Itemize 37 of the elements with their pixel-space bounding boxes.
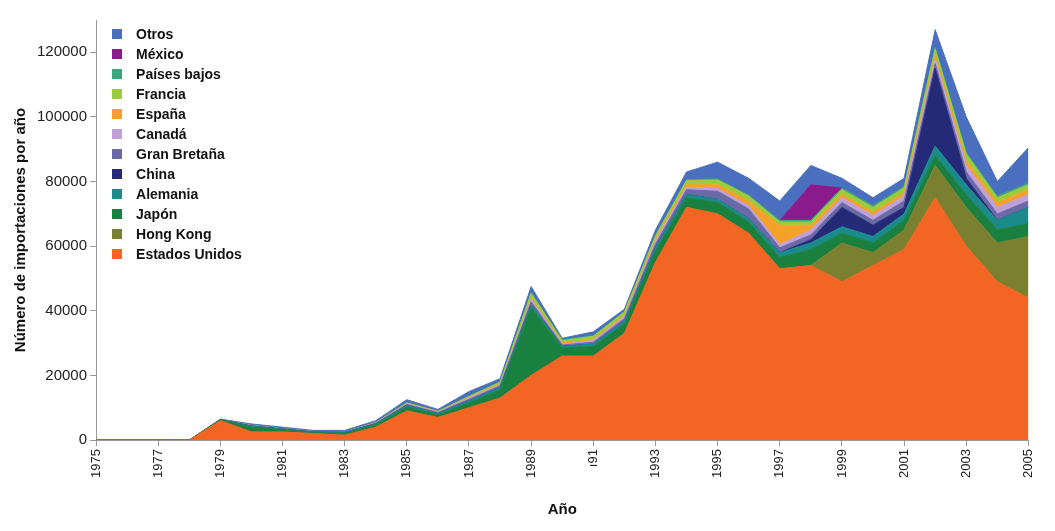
legend-label: Países bajos	[136, 65, 221, 84]
x-tick-label: 1999	[833, 449, 849, 478]
legend-label: España	[136, 105, 186, 124]
x-tick-label: 1975	[87, 449, 103, 478]
y-tick-label: 120000	[36, 42, 88, 60]
y-tick-label: 20000	[45, 365, 88, 383]
y-tick-label: 40000	[45, 300, 88, 318]
legend-label: China	[136, 165, 175, 184]
legend-label: Alemania	[136, 185, 199, 204]
x-tick-label: 1985	[398, 449, 414, 478]
y-tick-label: 60000	[45, 236, 88, 254]
x-tick-label: 1987	[460, 449, 476, 478]
x-tick-label: 1977	[149, 449, 165, 478]
legend-label: Hong Kong	[136, 225, 212, 244]
x-tick-label: 1993	[647, 449, 663, 478]
x-tick-label: 1983	[336, 449, 352, 478]
legend-label: Gran Bretaña	[136, 145, 225, 164]
x-tick-label: 1995	[709, 449, 725, 478]
x-tick-label: 1997	[771, 449, 787, 478]
x-tick-label: 1989	[522, 449, 538, 478]
x-tick-label: 2003	[957, 449, 973, 478]
x-tick-label: 2001	[895, 449, 911, 478]
y-tick-label: 100000	[36, 107, 88, 125]
legend-label: Francia	[136, 85, 186, 104]
x-tick-label: ı91	[584, 449, 600, 468]
legend-label: Japón	[136, 205, 178, 224]
x-tick-label: 2005	[1019, 449, 1035, 478]
y-tick-label: 0	[78, 430, 88, 448]
x-axis-title: Año	[547, 500, 577, 518]
y-tick-label: 80000	[45, 171, 88, 189]
legend-label: México	[136, 45, 184, 64]
y-axis-title: Número de importaciones por año	[11, 107, 29, 353]
legend-label: Canadá	[136, 125, 187, 144]
legend-label: Estados Unidos	[136, 245, 242, 264]
legend-label: Otros	[136, 25, 174, 44]
x-tick-label: 1981	[274, 449, 290, 478]
x-tick-label: 1979	[211, 449, 227, 478]
